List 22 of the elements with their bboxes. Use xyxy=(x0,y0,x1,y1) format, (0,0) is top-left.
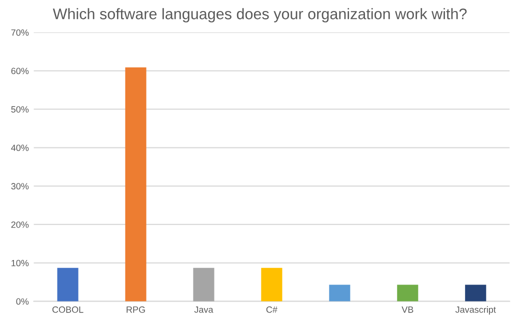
y-tick-label: 20% xyxy=(11,221,29,228)
y-tick-label: 10% xyxy=(12,260,29,266)
y-tick-label: 50% xyxy=(11,106,29,113)
y-tick-label: 70% xyxy=(11,29,29,36)
bar xyxy=(329,284,350,302)
x-tick-label: C# xyxy=(266,306,278,313)
bar xyxy=(125,67,146,302)
bar xyxy=(193,268,214,302)
x-tick-label: RPG xyxy=(126,306,145,313)
x-tick-label: Javascript xyxy=(455,306,496,315)
y-tick-label: 40% xyxy=(11,144,29,152)
x-tick-label: COBOL xyxy=(52,306,84,313)
bar xyxy=(465,284,486,302)
bar xyxy=(261,268,282,302)
x-tick-label: VB xyxy=(402,306,414,313)
x-tick-label: Java xyxy=(194,306,214,313)
bar xyxy=(397,284,418,302)
y-tick-label: 0% xyxy=(16,298,29,305)
chart-title: Which software languages does your organization work with? xyxy=(52,8,467,22)
y-tick-label: 30% xyxy=(11,183,29,190)
y-tick-label: 60% xyxy=(11,68,29,74)
bar xyxy=(57,268,78,302)
